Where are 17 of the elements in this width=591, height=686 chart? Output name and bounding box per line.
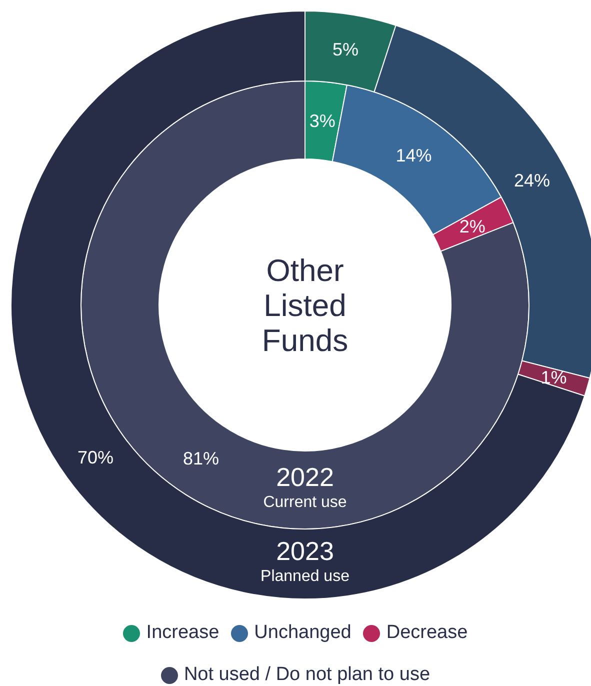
data-label: 5% — [332, 39, 359, 60]
legend-label: Unchanged — [254, 622, 352, 644]
legend-label: Not used / Do not plan to use — [184, 664, 430, 686]
slice-label: 2023 — [276, 536, 334, 566]
text: Current use — [263, 494, 347, 511]
slice-label: 2022 — [276, 462, 334, 492]
data-label: 24% — [514, 170, 550, 191]
data-label: 1% — [540, 368, 567, 388]
legend-label: Decrease — [386, 622, 468, 644]
data-label: 81% — [183, 448, 220, 468]
text: Other Listed Funds — [262, 253, 348, 358]
data-label: 2% — [459, 216, 486, 237]
legend-label: Increase — [146, 622, 220, 644]
data-label: 3% — [309, 111, 336, 132]
data-label: 14% — [396, 146, 432, 166]
text: Planned use — [260, 568, 350, 585]
data-label: 70% — [77, 448, 114, 468]
